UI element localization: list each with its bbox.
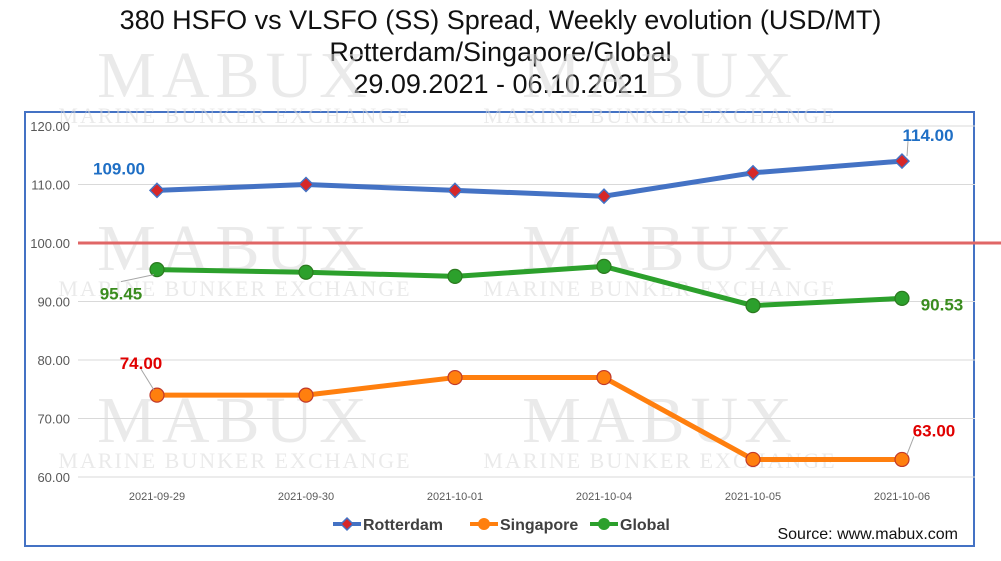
grid-layer: 60.00 70.00 80.00 90.00 100.00 110.00 120.00 20… — [30, 119, 1001, 503]
point-singapore — [149, 387, 165, 403]
data-label: 63.00 — [913, 421, 956, 440]
leader-line — [140, 368, 155, 391]
label-layer: 109.00 114.00 95.45 90.53 74.00 63.00 — [93, 126, 964, 455]
point-global — [447, 268, 463, 284]
y-tick-label: 110.00 — [31, 178, 70, 193]
x-tick-label: 2021-09-29 — [129, 491, 185, 503]
chart-title-block: 380 HSFO vs VLSFO (SS) Spread, Weekly ev… — [0, 4, 1001, 100]
point-global — [894, 290, 910, 306]
y-tick-label: 100.00 — [30, 236, 70, 251]
y-tick-label: 90.00 — [37, 295, 70, 310]
watermark-tagline: MARINE BUNKER EXCHANGE — [483, 103, 836, 128]
series-line-singapore — [157, 375, 902, 462]
legend-label: Global — [620, 517, 670, 534]
y-tick-label: 80.00 — [37, 353, 70, 368]
chart-subtitle: Rotterdam/Singapore/Global — [329, 37, 672, 67]
source-label: Source: www.mabux.com — [777, 526, 958, 543]
y-tick-label: 120.00 — [30, 119, 70, 134]
chart-frame — [24, 111, 975, 547]
point-singapore — [745, 451, 761, 468]
data-label: 109.00 — [93, 159, 145, 178]
y-tick-label: 70.00 — [37, 412, 70, 427]
legend-label: Rotterdam — [363, 517, 443, 534]
point-singapore — [447, 369, 463, 386]
chart-title: 380 HSFO vs VLSFO (SS) Spread, Weekly ev… — [119, 5, 882, 35]
point-rotterdam — [297, 176, 315, 193]
leader-line — [906, 436, 915, 455]
watermark-logo: MABUX — [97, 39, 373, 112]
point-rotterdam — [446, 182, 464, 199]
series-layer — [148, 153, 911, 468]
legend-marker — [478, 518, 490, 530]
legend-marker — [339, 516, 355, 532]
x-tick-label: 2021-10-05 — [725, 491, 781, 503]
point-rotterdam — [148, 182, 166, 199]
legend-marker — [598, 518, 610, 530]
point-rotterdam — [595, 188, 613, 205]
chart-date-range: 29.09.2021 - 06.10.2021 — [353, 69, 648, 99]
legend: Rotterdam Singapore Global — [333, 516, 670, 534]
y-tick-label: 60.00 — [37, 470, 70, 485]
leader-line — [906, 141, 909, 157]
point-rotterdam — [893, 153, 911, 170]
data-label: 74.00 — [120, 354, 163, 373]
leader-line — [120, 274, 155, 283]
watermark-logo: MABUX — [522, 39, 798, 112]
point-global — [745, 297, 761, 314]
data-label: 90.53 — [921, 295, 964, 314]
point-global — [596, 258, 612, 274]
x-tick-label: 2021-10-01 — [427, 491, 483, 503]
watermark-tagline: MARINE BUNKER EXCHANGE — [58, 276, 411, 301]
watermark-logo: MABUX — [522, 212, 798, 285]
point-singapore — [298, 387, 314, 403]
point-global — [298, 264, 314, 280]
watermark-logo: MABUX — [522, 384, 798, 457]
point-singapore — [894, 451, 910, 468]
watermark-tagline: MARINE BUNKER EXCHANGE — [58, 103, 411, 128]
x-tick-label: 2021-10-06 — [874, 491, 930, 503]
data-label: 114.00 — [902, 126, 953, 145]
series-line-rotterdam — [156, 158, 903, 199]
legend-label: Singapore — [500, 517, 578, 534]
x-tick-label: 2021-09-30 — [278, 491, 334, 503]
watermark-tagline: MARINE BUNKER EXCHANGE — [58, 448, 411, 473]
point-global — [149, 262, 165, 278]
series-line-global — [156, 263, 903, 309]
data-label: 95.45 — [100, 285, 143, 304]
x-tick-label: 2021-10-04 — [576, 491, 632, 503]
point-singapore — [596, 369, 612, 386]
point-rotterdam — [744, 164, 762, 181]
